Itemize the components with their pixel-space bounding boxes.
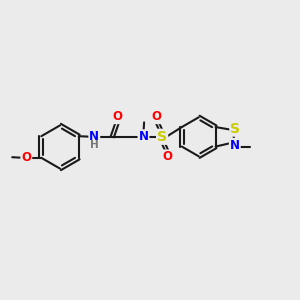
Text: N: N [139,130,148,143]
Text: H: H [90,140,99,150]
Text: O: O [163,150,172,164]
Text: N: N [230,139,240,152]
Text: O: O [152,110,162,123]
Text: S: S [230,122,240,136]
Text: S: S [157,130,167,144]
Text: O: O [113,110,123,123]
Text: N: N [89,130,99,143]
Text: O: O [21,151,31,164]
